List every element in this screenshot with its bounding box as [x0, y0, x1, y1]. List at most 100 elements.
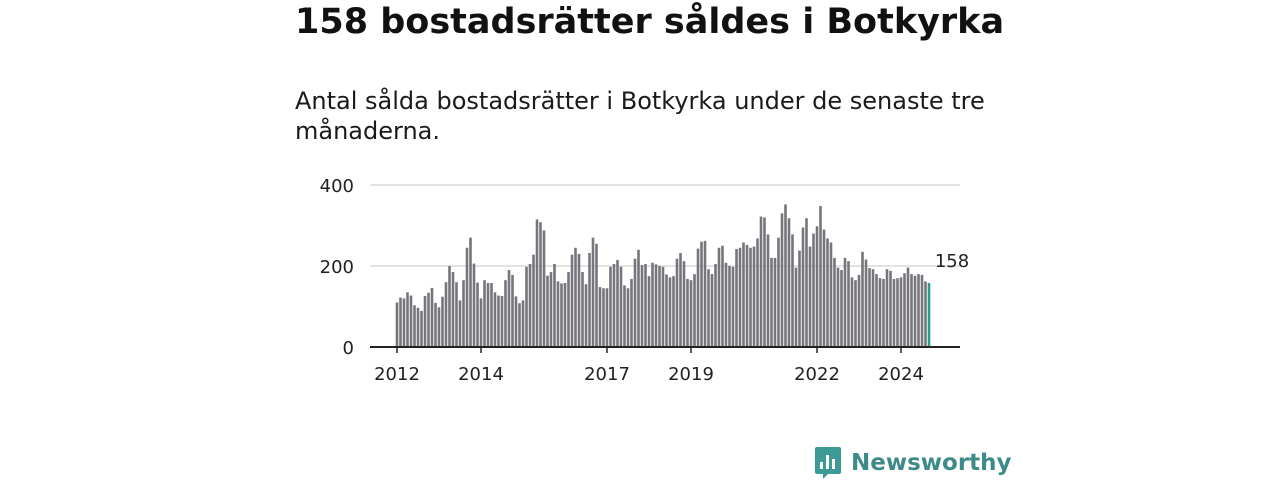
- bar: [570, 254, 574, 347]
- bar: [808, 246, 812, 347]
- bar: [427, 292, 430, 347]
- bar: [434, 302, 437, 347]
- bar: [707, 269, 710, 347]
- bar: [696, 248, 700, 347]
- bar: [605, 288, 609, 347]
- bar: [836, 267, 840, 347]
- bar: [525, 266, 528, 347]
- gridlines: [370, 184, 960, 267]
- bar: [486, 283, 490, 347]
- bar: [441, 296, 444, 347]
- x-tick-label: 2017: [584, 364, 630, 385]
- page-title: 158 bostadsrätter såldes i Botkyrka: [295, 2, 1005, 42]
- bar: [399, 297, 402, 347]
- bar: [805, 218, 808, 347]
- bar: [819, 206, 822, 347]
- bar: [822, 229, 826, 347]
- brand-name: Newsworthy: [851, 450, 1012, 476]
- bar-chart: 0 200 400 2012 2014 2017 2019 2022 2024 158: [320, 176, 970, 385]
- x-tick-label: 2014: [458, 364, 504, 385]
- x-tick-label: 2012: [374, 364, 420, 385]
- bar: [619, 266, 623, 347]
- bar: [728, 266, 731, 347]
- bar: [717, 247, 721, 347]
- bar: [556, 281, 560, 347]
- bar: [588, 253, 591, 347]
- bar: [721, 245, 724, 347]
- bar: [801, 227, 805, 347]
- bar: [777, 237, 780, 347]
- bar: [409, 295, 413, 347]
- bar: [885, 269, 889, 347]
- bar: [843, 257, 847, 347]
- bar: [742, 242, 745, 347]
- bar: [714, 263, 717, 347]
- bar: [773, 257, 777, 347]
- bar: [612, 263, 616, 347]
- bar: [770, 257, 773, 347]
- bar-highlight: [927, 283, 931, 347]
- bar: [469, 237, 472, 347]
- bar: [654, 264, 658, 347]
- bar: [878, 278, 882, 347]
- bar: [787, 218, 791, 347]
- bar: [423, 295, 427, 347]
- bar: [507, 270, 511, 347]
- bar: [864, 259, 868, 347]
- bar: [759, 216, 763, 347]
- bar: [892, 278, 896, 347]
- bar: [539, 222, 542, 347]
- bar: [868, 268, 871, 347]
- bar: [504, 280, 507, 347]
- bar: [910, 274, 913, 347]
- bar: [444, 282, 448, 347]
- y-tick-label: 200: [320, 257, 354, 278]
- x-tick-label: 2024: [878, 364, 924, 385]
- bar: [924, 281, 927, 347]
- bar: [882, 278, 885, 347]
- bar: [637, 249, 640, 347]
- bar: [574, 247, 577, 347]
- brand-logo: Newsworthy: [814, 446, 1012, 480]
- bar: [756, 238, 759, 347]
- bar: [406, 292, 409, 347]
- bars: [395, 204, 931, 348]
- newsworthy-logo-icon: [815, 447, 841, 479]
- bar: [647, 276, 651, 348]
- bar: [437, 307, 441, 347]
- x-tick-label: 2019: [668, 364, 714, 385]
- bar: [665, 274, 668, 347]
- bar: [535, 219, 539, 347]
- bar: [840, 270, 843, 347]
- bar: [640, 265, 644, 347]
- bar: [532, 254, 535, 347]
- bar: [416, 307, 420, 347]
- bar: [518, 303, 521, 347]
- bar: [623, 285, 626, 347]
- bar: [906, 267, 910, 347]
- bar: [875, 274, 878, 347]
- bar: [644, 263, 647, 347]
- bar: [913, 275, 917, 347]
- bar: [472, 263, 476, 347]
- bar: [857, 274, 861, 347]
- y-axis-ticks: 0 200 400: [320, 176, 354, 359]
- bar: [658, 266, 661, 347]
- bar: [731, 266, 735, 347]
- bar: [766, 234, 770, 347]
- bar: [633, 258, 637, 347]
- bar: [780, 213, 784, 347]
- bar: [542, 230, 546, 347]
- bar: [602, 288, 605, 347]
- bar: [784, 204, 787, 347]
- bar: [899, 277, 903, 347]
- bar: [710, 274, 714, 347]
- bar: [850, 277, 854, 347]
- bar: [682, 261, 686, 347]
- bar: [920, 274, 924, 347]
- bar: [668, 277, 672, 347]
- bar: [462, 280, 465, 347]
- bar: [455, 282, 458, 347]
- bar: [896, 278, 899, 347]
- bar: [693, 274, 696, 347]
